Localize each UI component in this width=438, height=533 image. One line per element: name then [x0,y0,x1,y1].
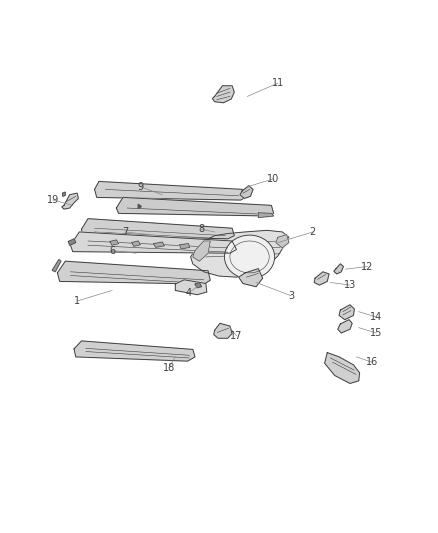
Polygon shape [191,230,289,277]
Polygon shape [195,282,201,288]
Text: 14: 14 [370,312,382,322]
Polygon shape [240,185,253,198]
Polygon shape [193,241,210,261]
Polygon shape [74,341,195,361]
Polygon shape [325,353,360,383]
Ellipse shape [224,235,275,279]
Polygon shape [339,305,354,320]
Text: 3: 3 [288,290,294,301]
Text: 19: 19 [47,195,59,205]
Polygon shape [62,193,78,209]
Polygon shape [239,269,263,287]
Polygon shape [57,261,210,284]
Text: 6: 6 [109,246,115,255]
Polygon shape [110,240,119,245]
Polygon shape [180,244,190,249]
Polygon shape [138,204,141,208]
Text: 7: 7 [122,227,128,237]
Polygon shape [95,181,245,200]
Text: 17: 17 [230,330,243,341]
Polygon shape [314,272,329,285]
Polygon shape [276,235,289,248]
Polygon shape [212,86,234,103]
Text: 8: 8 [198,224,205,235]
Polygon shape [117,197,274,216]
Polygon shape [175,280,207,295]
Text: 16: 16 [366,357,378,367]
Text: 2: 2 [310,227,316,237]
Text: 10: 10 [268,174,280,184]
Polygon shape [132,241,141,246]
Polygon shape [153,242,164,247]
Polygon shape [71,232,237,253]
Text: 11: 11 [272,78,284,88]
Polygon shape [63,192,65,196]
Polygon shape [52,260,61,272]
Polygon shape [68,239,76,245]
Text: 18: 18 [162,362,175,373]
Text: 15: 15 [370,328,382,338]
Polygon shape [334,264,343,274]
Polygon shape [258,213,274,217]
Polygon shape [81,219,234,239]
Text: 12: 12 [361,262,374,271]
Text: 9: 9 [138,182,144,192]
Polygon shape [214,324,232,338]
Text: 13: 13 [344,280,356,290]
Text: 1: 1 [74,296,80,306]
Text: 4: 4 [185,288,191,298]
Polygon shape [338,320,352,333]
